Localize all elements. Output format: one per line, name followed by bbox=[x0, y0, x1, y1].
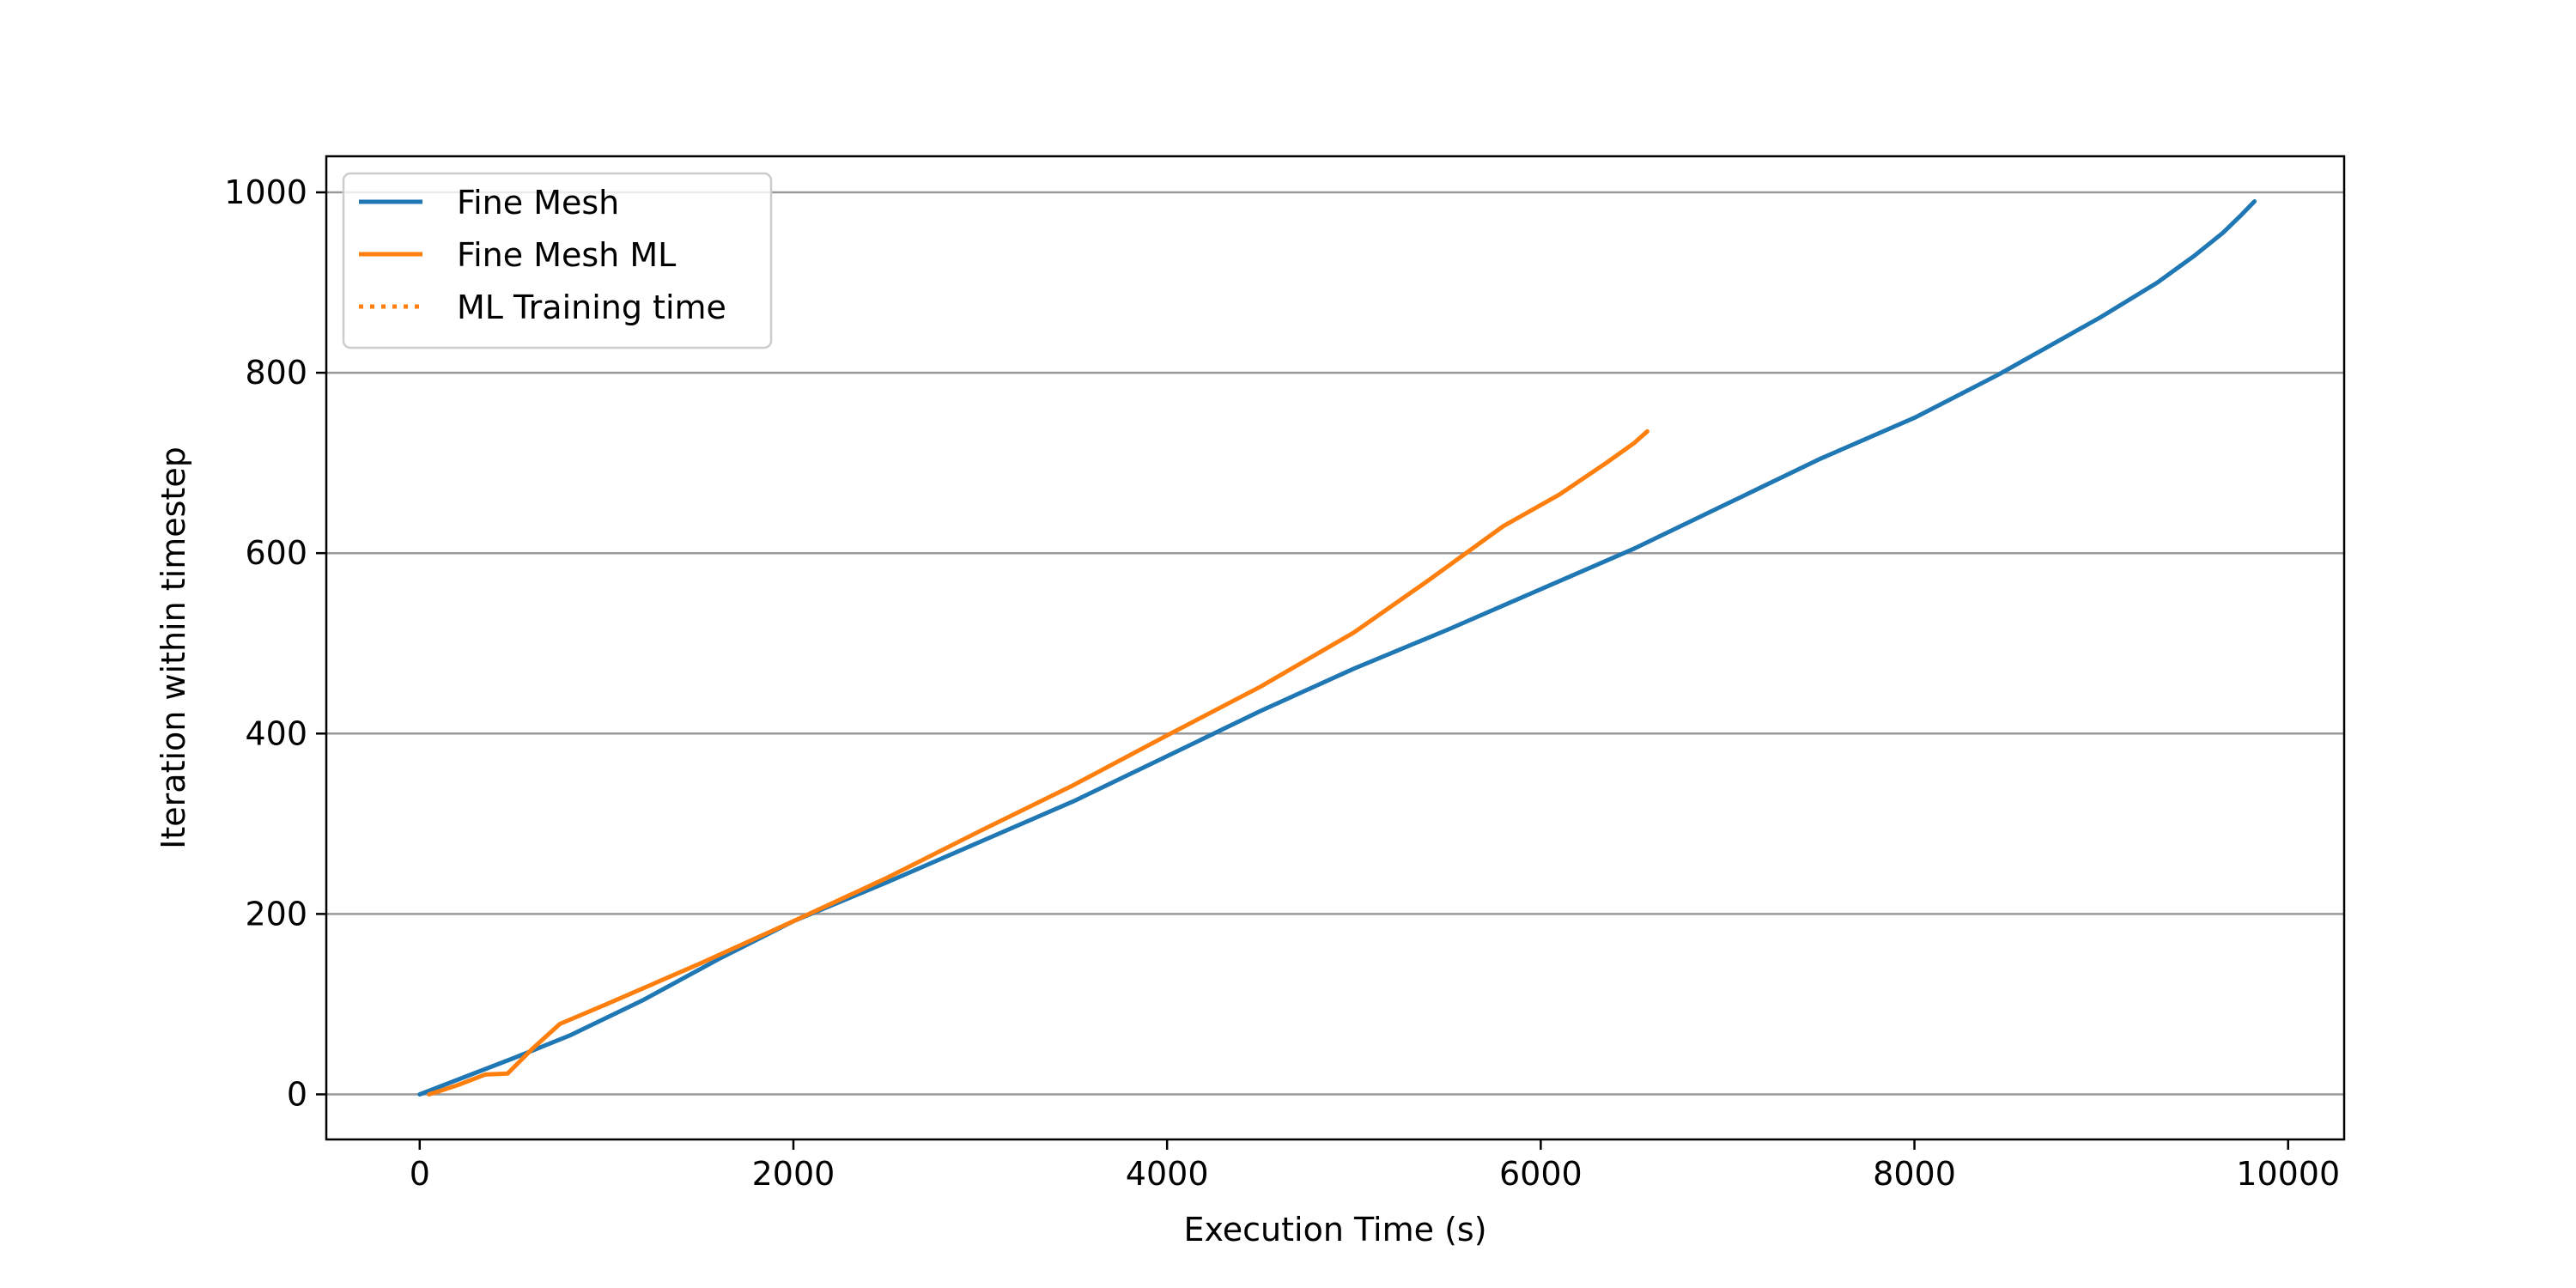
series-line-1 bbox=[427, 428, 1649, 1097]
legend: Fine Mesh Fine Mesh ML ML Training time bbox=[342, 172, 773, 349]
axes-frame bbox=[325, 155, 2346, 1141]
y-tick-label: 200 bbox=[245, 895, 307, 933]
y-tick-label: 800 bbox=[245, 354, 307, 392]
y-tick-label: 400 bbox=[245, 714, 307, 752]
grid-lines bbox=[326, 191, 2344, 1096]
x-axis-label: Execution Time (s) bbox=[1183, 1211, 1486, 1249]
y-tick-label: 1000 bbox=[224, 173, 307, 211]
y-axis-label: Iteration within timestep bbox=[155, 447, 192, 849]
y-tick-label: 0 bbox=[287, 1075, 307, 1113]
x-tick-label: 4000 bbox=[1126, 1155, 1209, 1193]
legend-label: ML Training time bbox=[457, 289, 726, 326]
legend-label: Fine Mesh bbox=[457, 184, 619, 222]
x-tick-label: 0 bbox=[410, 1155, 430, 1193]
plot-area bbox=[417, 199, 2257, 1097]
x-tick-label: 10000 bbox=[2236, 1155, 2340, 1193]
legend-label: Fine Mesh ML bbox=[457, 236, 676, 274]
series-line-0 bbox=[417, 199, 2257, 1097]
x-tick-label: 2000 bbox=[752, 1155, 835, 1193]
x-tick-label: 6000 bbox=[1499, 1155, 1583, 1193]
y-tick-label: 600 bbox=[245, 534, 307, 572]
axis-ticks: 0 2000 4000 6000 8000 10000 0 200 400 600 800 1000 bbox=[224, 173, 2340, 1193]
x-tick-label: 8000 bbox=[1873, 1155, 1956, 1193]
legend-box bbox=[342, 172, 773, 349]
